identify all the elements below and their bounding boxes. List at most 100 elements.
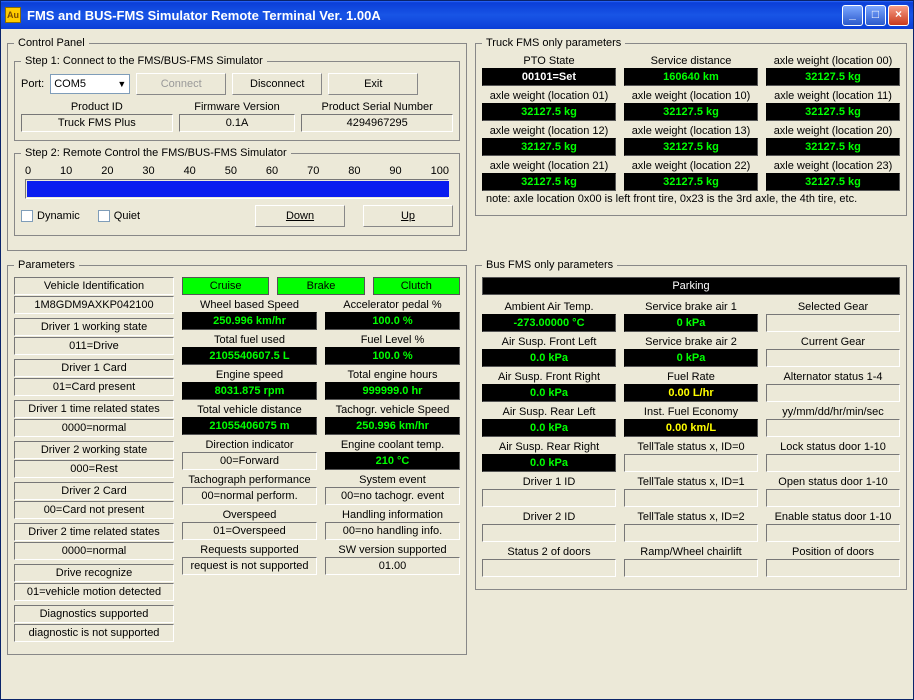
param-label: Diagnostics supported xyxy=(14,605,174,623)
param-value xyxy=(766,349,900,367)
param-label: Inst. Fuel Economy xyxy=(624,406,758,418)
param-value xyxy=(624,524,758,542)
param-value: 100.0 % xyxy=(325,347,460,365)
param-label: Current Gear xyxy=(766,336,900,348)
param-value: 00=no tachogr. event xyxy=(325,487,460,505)
truck-param-cell: axle weight (location 20)32127.5 kg xyxy=(766,125,900,156)
dynamic-checkbox[interactable]: Dynamic xyxy=(21,210,80,222)
maximize-button[interactable]: □ xyxy=(865,5,886,26)
param-label: Driver 1 time related states xyxy=(14,400,174,418)
bus-col: Ambient Air Temp.-273.00000 °C Air Susp. … xyxy=(482,301,616,581)
step2-legend: Step 2: Remote Control the FMS/BUS-FMS S… xyxy=(21,147,291,159)
param-value: 0.00 L/hr xyxy=(624,384,758,402)
port-select[interactable]: COM5 ▼ xyxy=(50,74,130,94)
param-label: Tachogr. vehicle Speed xyxy=(325,404,460,416)
param-value: 2105540607.5 L xyxy=(182,347,317,365)
param-cell: Fuel Level %100.0 % xyxy=(325,334,460,365)
param-label: SW version supported xyxy=(325,544,460,556)
brake-indicator: Brake xyxy=(277,277,364,295)
dynamic-label: Dynamic xyxy=(37,210,80,222)
slider-track[interactable] xyxy=(25,179,449,199)
down-button[interactable]: Down xyxy=(255,205,345,227)
param-value: 21055406075 m xyxy=(182,417,317,435)
param-cell: Ramp/Wheel chairlift xyxy=(624,546,758,577)
param-value xyxy=(766,559,900,577)
param-label: PTO State xyxy=(482,55,616,67)
quiet-checkbox[interactable]: Quiet xyxy=(98,210,140,222)
param-value: 250.996 km/hr xyxy=(182,312,317,330)
slider-fill xyxy=(27,181,449,197)
product-id-label: Product ID xyxy=(21,101,173,113)
param-label: TellTale status x, ID=0 xyxy=(624,441,758,453)
param-label: Accelerator pedal % xyxy=(325,299,460,311)
minimize-button[interactable]: _ xyxy=(842,5,863,26)
param-value: 0 kPa xyxy=(624,349,758,367)
param-cell: Inst. Fuel Economy0.00 km/L xyxy=(624,406,758,437)
truck-fms-legend: Truck FMS only parameters xyxy=(482,37,625,49)
slider-tick: 80 xyxy=(348,165,360,177)
param-cell: Selected Gear xyxy=(766,301,900,332)
param-label: Driver 1 ID xyxy=(482,476,616,488)
param-value: 210 °C xyxy=(325,452,460,470)
window-title: FMS and BUS-FMS Simulator Remote Termina… xyxy=(27,8,842,23)
truck-param-cell: PTO State00101=Set xyxy=(482,55,616,86)
truck-param-cell: axle weight (location 21)32127.5 kg xyxy=(482,160,616,191)
param-value: 00=Card not present xyxy=(14,501,174,519)
param-cell: Ambient Air Temp.-273.00000 °C xyxy=(482,301,616,332)
param-label: axle weight (location 21) xyxy=(482,160,616,172)
step1-group: Step 1: Connect to the FMS/BUS-FMS Simul… xyxy=(14,55,460,141)
param-value: 999999.0 hr xyxy=(325,382,460,400)
param-cell: Total vehicle distance21055406075 m xyxy=(182,404,317,435)
bus-col: Selected Gear Current Gear Alternator stat… xyxy=(766,301,900,581)
param-label: Service brake air 1 xyxy=(624,301,758,313)
truck-param-cell: axle weight (location 12)32127.5 kg xyxy=(482,125,616,156)
up-button[interactable]: Up xyxy=(363,205,453,227)
checkbox-icon xyxy=(98,210,110,222)
close-button[interactable]: × xyxy=(888,5,909,26)
param-cell: Service brake air 20 kPa xyxy=(624,336,758,367)
param-cell: TellTale status x, ID=0 xyxy=(624,441,758,472)
param-label: Overspeed xyxy=(182,509,317,521)
param-value: 0000=normal xyxy=(14,542,174,560)
param-cell: Handling information00=no handling info. xyxy=(325,509,460,540)
param-cell: Service brake air 10 kPa xyxy=(624,301,758,332)
serial-label: Product Serial Number xyxy=(301,101,453,113)
param-cell: Driver 2 Card00=Card not present xyxy=(14,482,174,519)
exit-button[interactable]: Exit xyxy=(328,73,418,95)
content: Control Panel Step 1: Connect to the FMS… xyxy=(1,29,913,699)
param-cell: TellTale status x, ID=1 xyxy=(624,476,758,507)
parameters-legend: Parameters xyxy=(14,259,79,271)
serial-value: 4294967295 xyxy=(301,114,453,132)
param-cell: Driver 1 Card01=Card present xyxy=(14,359,174,396)
param-label: Direction indicator xyxy=(182,439,317,451)
param-value: 32127.5 kg xyxy=(624,103,758,121)
param-value: 32127.5 kg xyxy=(482,173,616,191)
param-value: 00=Forward xyxy=(182,452,317,470)
param-value: 0 kPa xyxy=(624,314,758,332)
param-label: Air Susp. Front Left xyxy=(482,336,616,348)
slider-tick: 40 xyxy=(184,165,196,177)
param-label: TellTale status x, ID=1 xyxy=(624,476,758,488)
param-label: Service distance xyxy=(624,55,758,67)
param-value xyxy=(766,454,900,472)
checkbox-icon xyxy=(21,210,33,222)
param-cell: Tachogr. vehicle Speed250.996 km/hr xyxy=(325,404,460,435)
quiet-label: Quiet xyxy=(114,210,140,222)
connect-button[interactable]: Connect xyxy=(136,73,226,95)
param-cell: Enable status door 1-10 xyxy=(766,511,900,542)
param-label: Alternator status 1-4 xyxy=(766,371,900,383)
param-value: request is not supported xyxy=(182,557,317,575)
slider-tick: 90 xyxy=(389,165,401,177)
param-value: 01=Card present xyxy=(14,378,174,396)
disconnect-button[interactable]: Disconnect xyxy=(232,73,322,95)
param-label: Drive recognize xyxy=(14,564,174,582)
param-label: Open status door 1-10 xyxy=(766,476,900,488)
param-cell: System event00=no tachogr. event xyxy=(325,474,460,505)
product-id-value: Truck FMS Plus xyxy=(21,114,173,132)
param-cell: Accelerator pedal %100.0 % xyxy=(325,299,460,330)
param-value xyxy=(766,489,900,507)
param-label: axle weight (location 10) xyxy=(624,90,758,102)
param-value: 00101=Set xyxy=(482,68,616,86)
slider-tick: 70 xyxy=(307,165,319,177)
param-value xyxy=(766,384,900,402)
